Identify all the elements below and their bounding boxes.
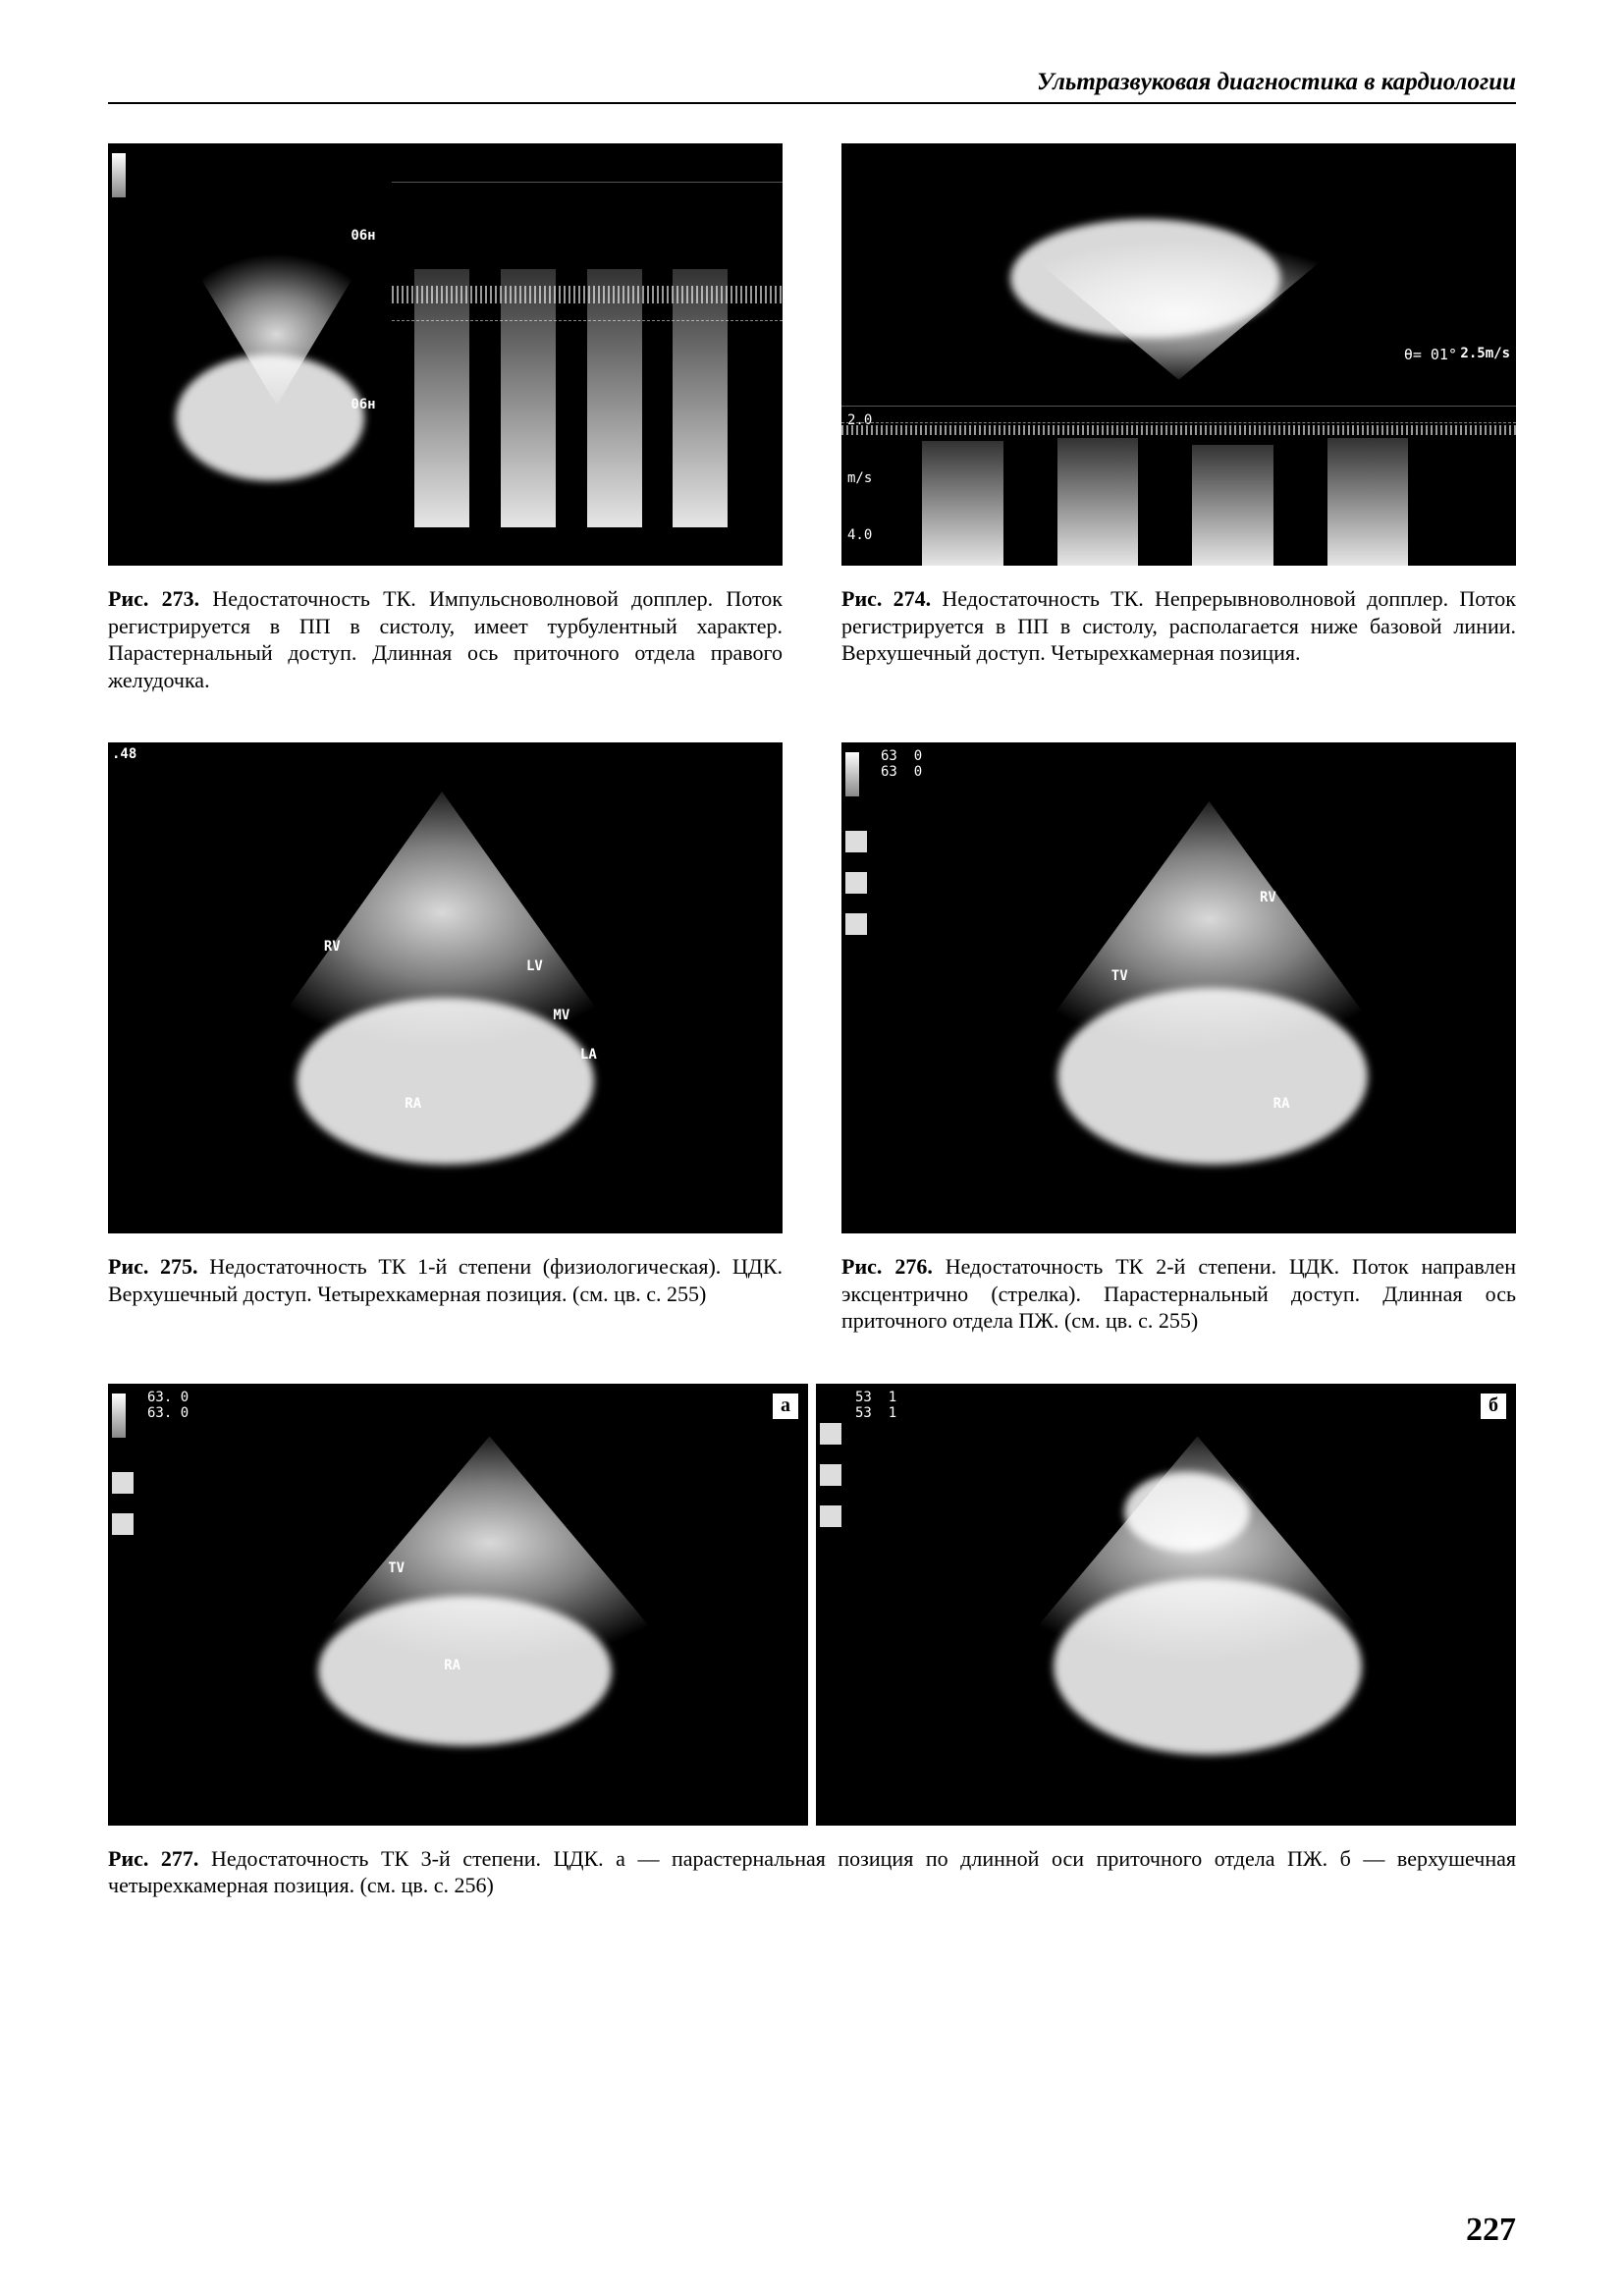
- chamber-label: RV: [324, 939, 341, 955]
- scan-params: 63. 0 63. 0: [147, 1390, 189, 1421]
- figure-276: 63 0 63 0 RV TV RA Рис. 276. Недостаточн…: [841, 742, 1516, 1335]
- marker-label: 06н: [351, 228, 375, 244]
- caption-text: Недостаточность ТК 1-й степени (физиолог…: [108, 1254, 783, 1306]
- chamber-label: RA: [1273, 1096, 1290, 1112]
- chamber-label: LV: [526, 958, 543, 974]
- figure-277-caption: Рис. 277. Недостаточность ТК 3-й степени…: [108, 1845, 1516, 1899]
- caption-text: Недостаточность ТК. Импульсноволновой до…: [108, 586, 783, 692]
- y-unit: m/s: [847, 470, 872, 486]
- chamber-label: LA: [580, 1047, 597, 1063]
- chamber-label: TV: [388, 1560, 405, 1576]
- caption-text: Недостаточность ТК. Непрерывноволновой д…: [841, 586, 1516, 665]
- chamber-label: TV: [1111, 968, 1128, 984]
- figure-274: θ= 01° 2.5m/s 2.0 m/s 4.0 Рис. 274. Недо…: [841, 143, 1516, 693]
- depth-readout: .48: [112, 746, 136, 762]
- caption-number: Рис. 274.: [841, 586, 931, 611]
- figure-277a-image: а 63. 0 63. 0 TV RA: [108, 1384, 808, 1826]
- caption-number: Рис. 273.: [108, 586, 199, 611]
- figure-275-image: .48 RV LV RA LA MV: [108, 742, 783, 1233]
- scan-params: 53 1 53 1: [855, 1390, 896, 1421]
- figure-row-1: 06н 06н Рис. 273. Недостаточность ТК. Им…: [108, 143, 1516, 693]
- caption-text: Недостаточность ТК 3-й степени. ЦДК. а —…: [108, 1846, 1516, 1898]
- figure-274-image: θ= 01° 2.5m/s 2.0 m/s 4.0: [841, 143, 1516, 566]
- chamber-label: RV: [1260, 890, 1276, 905]
- figure-277b-image: б 53 1 53 1: [816, 1384, 1516, 1826]
- figure-276-caption: Рис. 276. Недостаточность ТК 2-й степени…: [841, 1253, 1516, 1335]
- figure-273-image: 06н 06н: [108, 143, 783, 566]
- caption-number: Рис. 276.: [841, 1254, 933, 1279]
- caption-text: Недостаточность ТК 2-й степени. ЦДК. Пот…: [841, 1254, 1516, 1333]
- figure-275: .48 RV LV RA LA MV Рис. 275. Недостаточн…: [108, 742, 783, 1335]
- section-title: Ультразвуковая диагностика в кардиологии: [1037, 69, 1516, 95]
- chamber-label: MV: [553, 1008, 569, 1023]
- chamber-label: RA: [444, 1658, 460, 1673]
- figure-276-image: 63 0 63 0 RV TV RA: [841, 742, 1516, 1233]
- figure-275-caption: Рис. 275. Недостаточность ТК 1-й степени…: [108, 1253, 783, 1307]
- panel-label-b: б: [1479, 1392, 1508, 1421]
- figure-row-2: .48 RV LV RA LA MV Рис. 275. Недостаточн…: [108, 742, 1516, 1335]
- marker-label: 06н: [351, 397, 375, 412]
- panel-label-a: а: [771, 1392, 800, 1421]
- figure-274-caption: Рис. 274. Недостаточность ТК. Непрерывно…: [841, 585, 1516, 667]
- section-header: Ультразвуковая диагностика в кардиологии: [108, 69, 1516, 104]
- scan-params: 63 0 63 0: [881, 748, 922, 780]
- caption-number: Рис. 275.: [108, 1254, 198, 1279]
- caption-number: Рис. 277.: [108, 1846, 198, 1871]
- angle-readout: θ= 01°: [1404, 346, 1457, 363]
- figure-273: 06н 06н Рис. 273. Недостаточность ТК. Им…: [108, 143, 783, 693]
- scale-readout: 2.5m/s: [1460, 346, 1510, 361]
- figure-277: а 63. 0 63. 0 TV RA б 53 1 53 1 Рис. 277…: [108, 1384, 1516, 1899]
- page-number: 227: [1466, 2212, 1516, 2249]
- chamber-label: RA: [405, 1096, 421, 1112]
- figure-273-caption: Рис. 273. Недостаточность ТК. Импульснов…: [108, 585, 783, 693]
- y-tick: 4.0: [847, 527, 872, 543]
- figure-277-images: а 63. 0 63. 0 TV RA б 53 1 53 1: [108, 1384, 1516, 1826]
